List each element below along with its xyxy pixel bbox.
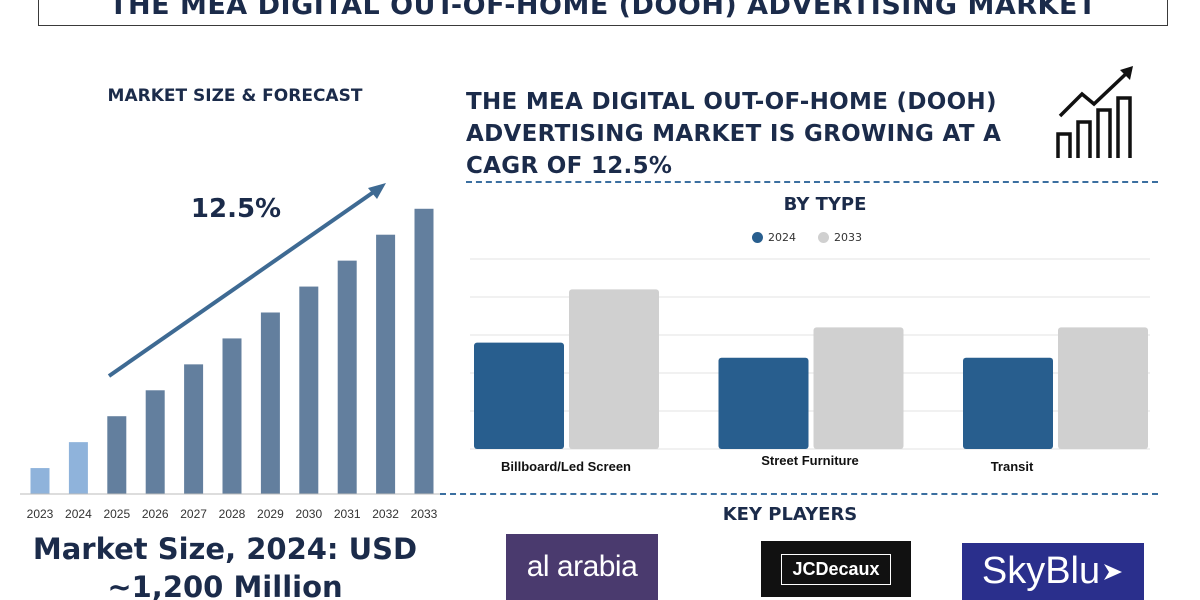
- forecast-bar-2023: [30, 468, 50, 494]
- forecast-bar-2025: [107, 416, 127, 494]
- forecast-bar-2033: [414, 208, 434, 495]
- key-players-title: KEY PLAYERS: [722, 504, 858, 525]
- jcdecaux-logo-frame: JCDecaux: [781, 553, 891, 585]
- forecast-tick-2029: 2029: [257, 507, 284, 521]
- type-bar-2024-2: [963, 357, 1053, 449]
- growth-arrow: [107, 187, 380, 378]
- type-bar-2033-0: [569, 289, 659, 449]
- banner-title: THE MEA DIGITAL OUT-OF-HOME (DOOH) ADVER…: [109, 0, 1097, 21]
- skyblue-arrow-icon: [1104, 563, 1123, 580]
- forecast-bar-2026: [145, 390, 165, 494]
- legend-item-2024: 2024: [752, 231, 796, 244]
- legend-label-2024: 2024: [768, 231, 796, 244]
- divider-bottom: [440, 493, 1158, 495]
- type-bar-2024-0: [474, 342, 564, 449]
- type-bar-2033-2: [1058, 327, 1148, 449]
- forecast-tick-2024: 2024: [65, 507, 92, 521]
- legend-item-2033: 2033: [818, 231, 862, 244]
- forecast-tick-2025: 2025: [103, 507, 130, 521]
- jcdecaux-logo-text: JCDecaux: [792, 558, 880, 579]
- forecast-tick-2026: 2026: [142, 507, 169, 521]
- category-label-transit: Transit: [990, 459, 1034, 474]
- forecast-chart: 2023 2024 2025 2026 2027 2028 2029 2030 2031 2032…: [20, 183, 440, 521]
- forecast-tick-2031: 2031: [334, 507, 361, 521]
- cagr-label: 12.5%: [191, 194, 281, 224]
- growth-chart-icon: [1056, 66, 1133, 158]
- forecast-bar-2028: [222, 338, 242, 494]
- forecast-tick-2033: 2033: [411, 507, 438, 521]
- market-size-text: Market Size, 2024: USD ~1,200 Million: [32, 532, 418, 600]
- category-label-billboard: Billboard/Led Screen: [500, 459, 632, 474]
- forecast-bar-2030: [299, 286, 319, 494]
- forecast-bar-2031: [337, 260, 357, 494]
- forecast-bar-2027: [184, 364, 204, 494]
- forecast-tick-2027: 2027: [180, 507, 207, 521]
- category-label-street-furniture: Street Furniture: [761, 453, 859, 468]
- type-bar-2033-1: [813, 327, 904, 449]
- al-arabia-logo: al arabia: [506, 534, 658, 600]
- banner: THE MEA DIGITAL OUT-OF-HOME (DOOH) ADVER…: [38, 0, 1168, 26]
- forecast-tick-2032: 2032: [372, 507, 399, 521]
- al-arabia-logo-text: al arabia: [526, 550, 638, 583]
- legend-swatch-2024: [752, 232, 763, 243]
- forecast-bar-2029: [260, 312, 280, 494]
- forecast-bar-2032: [376, 234, 396, 495]
- forecast-tick-2028: 2028: [219, 507, 246, 521]
- type-chart: [470, 258, 1150, 450]
- growth-arrow-head: [368, 183, 386, 199]
- headline: THE MEA DIGITAL OUT-OF-HOME (DOOH) ADVER…: [466, 89, 1002, 179]
- jcdecaux-logo: JCDecaux: [761, 541, 911, 597]
- forecast-bar-2024: [68, 442, 88, 494]
- by-type-title: BY TYPE: [783, 194, 867, 215]
- forecast-tick-2030: 2030: [295, 507, 322, 521]
- legend-swatch-2033: [818, 232, 829, 243]
- skyblue-logo-text: SkyBlu: [981, 550, 1101, 592]
- market-size-title: MARKET SIZE & FORECAST: [107, 86, 363, 106]
- skyblue-logo: SkyBlu: [962, 543, 1144, 600]
- type-legend: 2024 2033: [752, 231, 862, 244]
- divider-top: [466, 181, 1158, 183]
- forecast-tick-2023: 2023: [27, 507, 54, 521]
- legend-label-2033: 2033: [834, 231, 862, 244]
- type-bar-2024-1: [718, 357, 809, 449]
